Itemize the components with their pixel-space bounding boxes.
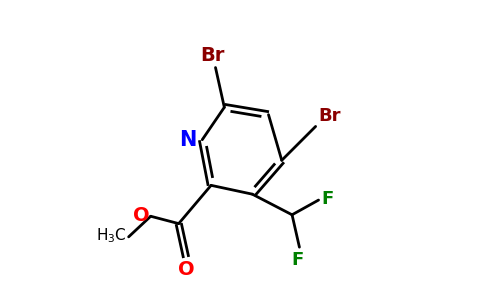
Text: Br: Br: [200, 46, 225, 65]
Text: F: F: [321, 190, 334, 208]
Text: N: N: [180, 130, 197, 150]
Text: H$_3$C: H$_3$C: [96, 226, 127, 245]
Text: O: O: [133, 206, 149, 225]
Text: F: F: [292, 251, 304, 269]
Text: O: O: [178, 260, 195, 279]
Text: Br: Br: [318, 107, 341, 125]
